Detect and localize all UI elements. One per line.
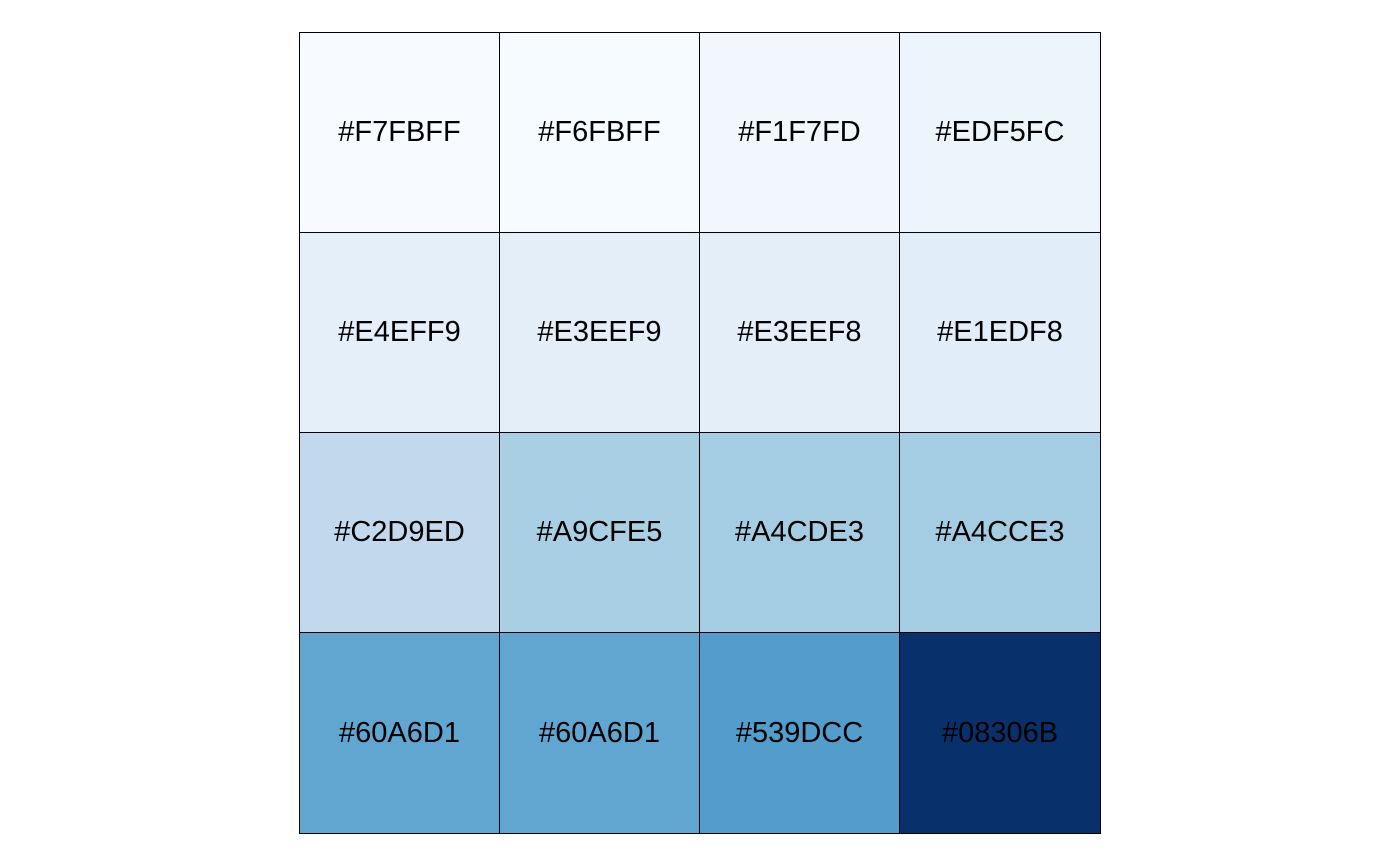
color-swatch: #F6FBFF — [500, 33, 700, 233]
color-swatch: #C2D9ED — [300, 433, 500, 633]
color-swatch: #E3EEF9 — [500, 233, 700, 433]
color-swatch: #08306B — [900, 633, 1100, 833]
color-swatch: #E3EEF8 — [700, 233, 900, 433]
color-swatch: #539DCC — [700, 633, 900, 833]
color-swatch: #F1F7FD — [700, 33, 900, 233]
color-swatch: #A4CCE3 — [900, 433, 1100, 633]
color-swatch: #F7FBFF — [300, 33, 500, 233]
color-swatch: #60A6D1 — [500, 633, 700, 833]
color-swatch: #60A6D1 — [300, 633, 500, 833]
color-swatch: #A4CDE3 — [700, 433, 900, 633]
color-swatch: #EDF5FC — [900, 33, 1100, 233]
color-swatch: #E4EFF9 — [300, 233, 500, 433]
color-swatch: #E1EDF8 — [900, 233, 1100, 433]
color-swatch: #A9CFE5 — [500, 433, 700, 633]
color-swatch-grid: #F7FBFF #F6FBFF #F1F7FD #EDF5FC #E4EFF9 … — [299, 32, 1101, 834]
